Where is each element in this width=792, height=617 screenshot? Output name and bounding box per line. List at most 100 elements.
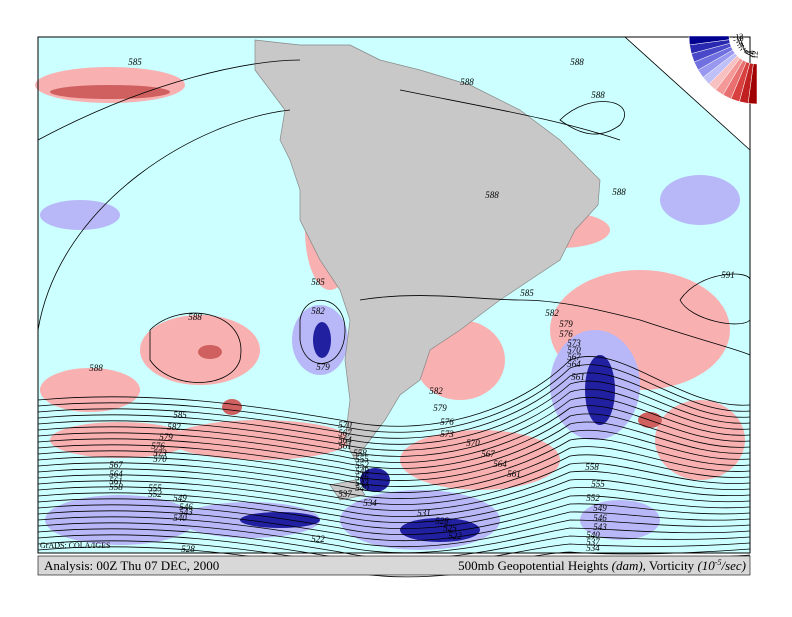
footer-bar <box>37 555 751 576</box>
contour-label: 588 <box>188 312 202 322</box>
contour-label: 528 <box>181 544 195 554</box>
contour-label: 555 <box>355 454 369 464</box>
contour-label: 546 <box>593 513 607 523</box>
contour-label: 549 <box>593 503 607 513</box>
contour-label: 591 <box>721 270 735 280</box>
contour-line <box>37 495 751 530</box>
footer-right: 500mb Geopotential Heights (dam), Vortic… <box>458 558 746 573</box>
contour-label: 579 <box>316 362 330 372</box>
contour-line <box>37 478 751 517</box>
contour-label: 579 <box>559 319 573 329</box>
footer-part: 500mb Geopotential Heights <box>458 558 611 573</box>
contour-label: 588 <box>485 190 499 200</box>
contour-label: 564 <box>493 459 507 469</box>
contour-line <box>37 454 751 499</box>
contour-label: 573 <box>567 338 581 348</box>
contour-label: 576 <box>559 329 573 339</box>
footer-left: Analysis: 00Z Thu 07 DEC, 2000 <box>44 558 219 573</box>
contour-label: 558 <box>353 448 367 458</box>
colorbar-label: 6 <box>743 49 753 57</box>
contour-label: 528 <box>435 516 449 526</box>
contour-label: 540 <box>586 530 600 540</box>
contour-label: 558 <box>109 482 123 492</box>
colorbar-label: -2 <box>737 42 748 53</box>
contour-line <box>37 413 751 469</box>
contour-label: 537 <box>338 489 352 499</box>
contour-label: 522 <box>311 534 325 544</box>
contour-label: 573 <box>440 429 454 439</box>
contour-label: 582 <box>545 308 559 318</box>
contour-label: 588 <box>570 57 584 67</box>
contour-label: 570 <box>466 438 480 448</box>
contour-label: 567 <box>567 352 581 362</box>
contour-line <box>37 380 751 445</box>
contour-line <box>37 522 751 554</box>
contour-label: 540 <box>173 513 187 523</box>
contour-label: 555 <box>148 483 162 493</box>
contour-line <box>37 388 751 451</box>
footer-part: (10 <box>697 558 715 573</box>
contour-label: 561 <box>109 476 123 486</box>
contour-label: 573 <box>153 448 167 458</box>
contour-label: 585 <box>173 410 187 420</box>
contour-label: 585 <box>520 288 534 298</box>
colorbar-label: -10 <box>732 34 744 45</box>
contour-line <box>37 503 751 536</box>
contour-label: 561 <box>338 441 352 451</box>
contour-label: 552 <box>355 460 369 470</box>
contour-line <box>37 510 751 542</box>
colorbar-label: -12 <box>732 32 743 42</box>
contour-label: 561 <box>507 469 521 479</box>
contour-label: 555 <box>591 479 605 489</box>
colorbar-label: -8 <box>734 36 743 47</box>
contour-label: 543 <box>355 478 369 488</box>
colorbar-label: 4 <box>741 47 751 55</box>
contour-label: 561 <box>571 372 585 382</box>
contour-label: 540 <box>355 483 369 493</box>
contour-label: 558 <box>585 462 599 472</box>
contour-line <box>37 397 751 457</box>
contour-label: 576 <box>440 417 454 427</box>
colorbar-segment <box>688 35 730 46</box>
footer-part: (dam) <box>612 558 643 573</box>
contour-label: 534 <box>363 498 377 508</box>
colorbar-label: 12 <box>750 51 760 60</box>
contour-line <box>37 429 751 481</box>
contour-label: 549 <box>173 493 187 503</box>
contour-line <box>37 516 751 548</box>
contour-label: 522 <box>448 531 462 541</box>
contour-line <box>37 462 751 505</box>
contour-line <box>37 470 751 511</box>
colorbar-label: 8 <box>745 50 755 57</box>
contour-label: 549 <box>355 466 369 476</box>
contour-label: 531 <box>417 508 431 518</box>
credit: GrADS: COLA/IGES <box>40 541 110 550</box>
contour-label: 552 <box>148 489 162 499</box>
contour-label: 588 <box>612 187 626 197</box>
frame <box>37 36 751 554</box>
contour-label: 567 <box>338 428 352 438</box>
contour-label: 579 <box>433 403 447 413</box>
contour-label: 582 <box>167 422 181 432</box>
contour-label: 582 <box>311 306 325 316</box>
contour-label: 546 <box>355 472 369 482</box>
contour-line <box>37 372 751 439</box>
contour-label: 570 <box>153 454 167 464</box>
continent <box>254 39 601 461</box>
contour-label: 576 <box>151 441 165 451</box>
footer-part: , Vorticity <box>643 558 698 573</box>
contour-label: 552 <box>586 493 600 503</box>
contour-label: 564 <box>109 469 123 479</box>
contour-label: 585 <box>311 277 325 287</box>
contour-line <box>37 438 751 487</box>
contour-label: 537 <box>586 537 600 547</box>
contour-line <box>37 356 751 427</box>
footer-part: -5 <box>715 558 722 567</box>
footer-part: /sec) <box>720 558 746 573</box>
contour-label: 588 <box>460 77 474 87</box>
contour-label: 588 <box>89 363 103 373</box>
colorbar-label: 2 <box>739 45 748 54</box>
contour-label: 582 <box>429 386 443 396</box>
